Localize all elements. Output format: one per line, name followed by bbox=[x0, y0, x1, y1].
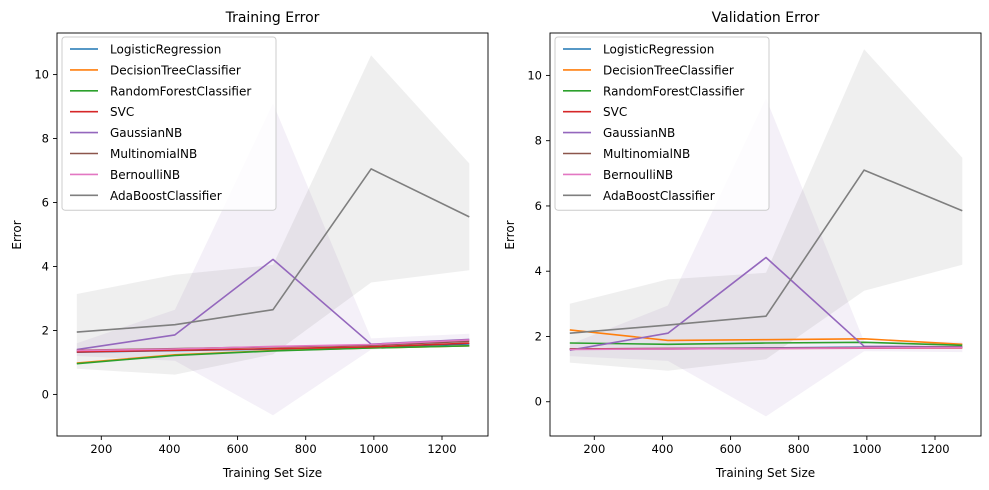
legend-label: MultinomialNB bbox=[603, 147, 690, 161]
x-axis-ticks: 200 400 600 800 1000 1200 bbox=[90, 436, 457, 456]
y-tick-label: 2 bbox=[42, 323, 49, 337]
legend-label: AdaBoostClassifier bbox=[110, 189, 222, 203]
y-tick-label: 6 bbox=[535, 199, 542, 213]
y-tick-label: 0 bbox=[42, 387, 49, 401]
y-tick-label: 0 bbox=[535, 395, 542, 409]
x-tick-label: 600 bbox=[227, 442, 249, 456]
legend-label: MultinomialNB bbox=[110, 147, 197, 161]
x-axis-label: Training Set Size bbox=[222, 466, 322, 480]
confidence-band-adaboostclassifier bbox=[76, 55, 470, 375]
x-tick-label: 1000 bbox=[359, 442, 388, 456]
y-tick-label: 8 bbox=[42, 132, 49, 146]
training-error-panel: Training Error Training Set Size Error 2… bbox=[10, 10, 489, 480]
legend-box bbox=[61, 36, 277, 211]
series-line-decisiontreeclassifier bbox=[569, 329, 963, 346]
plot-area bbox=[569, 49, 963, 417]
x-tick-label: 800 bbox=[295, 442, 317, 456]
series-line-adaboostclassifier bbox=[76, 168, 470, 333]
y-axis-label: Error bbox=[503, 220, 517, 249]
confidence-band-adaboostclassifier bbox=[569, 49, 963, 371]
y-tick-label: 6 bbox=[42, 196, 49, 210]
axes-frame bbox=[549, 32, 982, 437]
legend: LogisticRegression DecisionTreeClassifier… bbox=[61, 36, 277, 211]
legend-label: GaussianNB bbox=[603, 126, 675, 140]
series-line-svc bbox=[76, 342, 470, 353]
chart-title: Validation Error bbox=[712, 10, 820, 26]
x-axis-ticks: 200 400 600 800 1000 1200 bbox=[583, 436, 950, 456]
chart-title: Training Error bbox=[225, 10, 320, 26]
y-axis-ticks: 0 2 4 6 8 10 bbox=[34, 68, 57, 401]
series-line-bernoullinb bbox=[569, 346, 963, 351]
legend-label: DecisionTreeClassifier bbox=[110, 63, 241, 77]
series-line-randomforestclassifier bbox=[569, 341, 963, 347]
legend-label: BernoulliNB bbox=[603, 168, 673, 182]
legend-label: AdaBoostClassifier bbox=[603, 189, 715, 203]
y-tick-label: 4 bbox=[42, 259, 49, 273]
legend-label: LogisticRegression bbox=[110, 43, 221, 57]
y-tick-label: 4 bbox=[535, 264, 542, 278]
x-tick-label: 400 bbox=[158, 442, 180, 456]
y-tick-label: 8 bbox=[535, 134, 542, 148]
series-line-bernoullinb bbox=[76, 339, 470, 352]
legend-label: GaussianNB bbox=[110, 126, 182, 140]
x-tick-label: 1200 bbox=[427, 442, 456, 456]
y-axis-ticks: 0 2 4 6 8 10 bbox=[527, 68, 550, 409]
validation-error-panel: Validation Error Training Set Size Error… bbox=[503, 10, 982, 480]
x-tick-label: 1200 bbox=[920, 442, 949, 456]
x-tick-label: 200 bbox=[90, 442, 112, 456]
legend-label: RandomForestClassifier bbox=[603, 84, 744, 98]
legend-label: DecisionTreeClassifier bbox=[603, 63, 734, 77]
x-tick-label: 400 bbox=[651, 442, 673, 456]
series-line-gaussiannb bbox=[569, 256, 963, 351]
legend-box bbox=[554, 36, 770, 211]
plot-area bbox=[76, 55, 470, 416]
legend-label: BernoulliNB bbox=[110, 168, 180, 182]
series-line-adaboostclassifier bbox=[569, 169, 963, 334]
legend-label: LogisticRegression bbox=[603, 43, 714, 57]
y-tick-label: 10 bbox=[527, 68, 542, 82]
x-tick-label: 800 bbox=[788, 442, 810, 456]
x-axis-label: Training Set Size bbox=[715, 466, 815, 480]
y-tick-label: 2 bbox=[535, 329, 542, 343]
legend-label: RandomForestClassifier bbox=[110, 84, 251, 98]
x-tick-label: 1000 bbox=[852, 442, 881, 456]
y-tick-label: 10 bbox=[34, 68, 49, 82]
y-axis-label: Error bbox=[10, 220, 24, 249]
legend: LogisticRegression DecisionTreeClassifier… bbox=[554, 36, 770, 211]
axes-frame bbox=[56, 32, 489, 437]
series-line-randomforestclassifier bbox=[76, 345, 470, 365]
legend-label: SVC bbox=[110, 105, 134, 119]
x-tick-label: 200 bbox=[583, 442, 605, 456]
legend-label: SVC bbox=[603, 105, 627, 119]
x-tick-label: 600 bbox=[720, 442, 742, 456]
